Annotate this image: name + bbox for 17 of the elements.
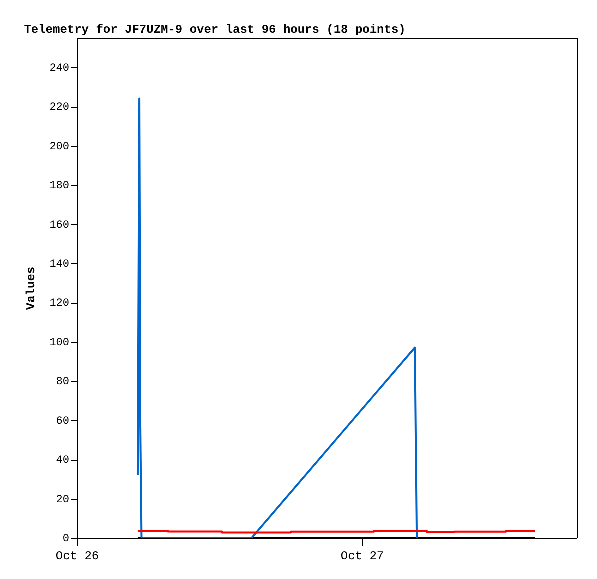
x-tick-label: Oct 27 [340, 550, 384, 564]
x-tick-label: Oct 26 [56, 550, 100, 564]
y-tick-label: 60 [56, 416, 70, 428]
y-tick-label: 200 [50, 141, 70, 154]
chart-title: Telemetry for JF7UZM-9 over last 96 hours (18 points) [24, 23, 406, 37]
y-tick-label: 140 [50, 258, 70, 271]
y-tick-label: 180 [50, 180, 70, 193]
y-tick-label: 0 [62, 534, 70, 546]
y-tick-label: 120 [50, 298, 70, 310]
y-tick-label: 80 [56, 376, 70, 389]
y-tick-label: 100 [50, 337, 70, 350]
y-tick-label: 160 [50, 220, 70, 232]
y-tick-label: 220 [50, 102, 70, 114]
y-tick-label: 20 [56, 494, 70, 506]
y-tick-label: 240 [50, 62, 70, 75]
y-axis-title: Values [24, 266, 39, 310]
y-tick-label: 40 [56, 455, 70, 468]
